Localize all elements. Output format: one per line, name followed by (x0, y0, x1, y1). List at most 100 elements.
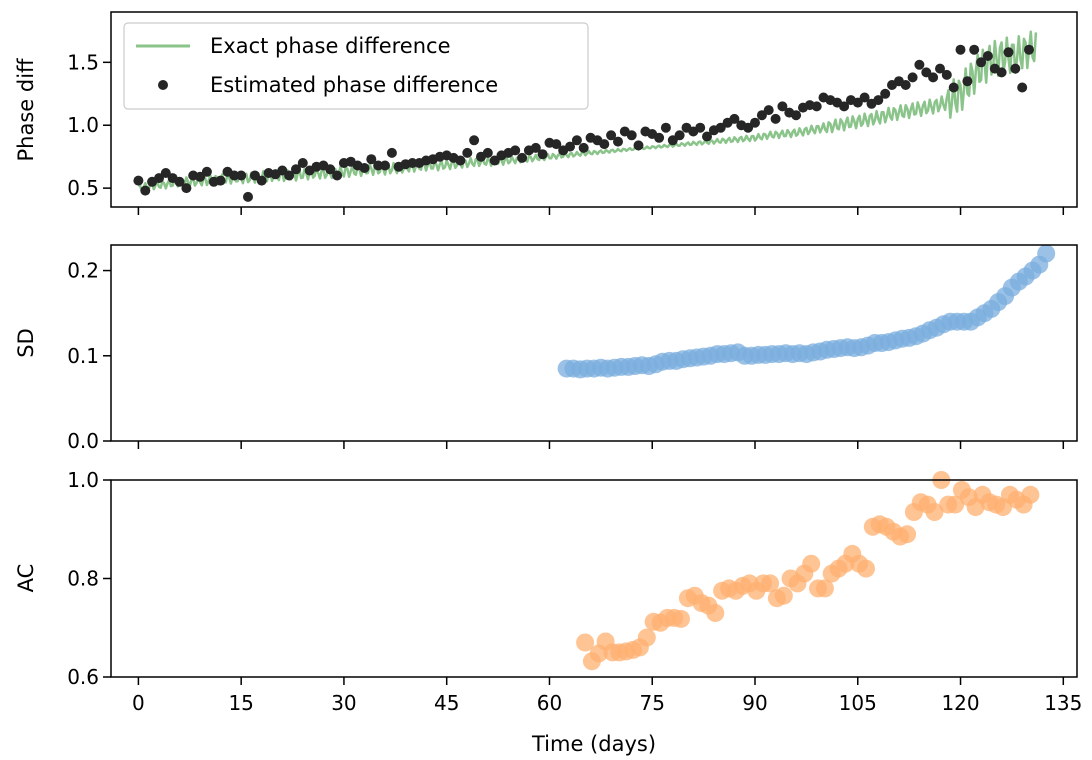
phase-point (626, 130, 637, 141)
phase-point (154, 173, 164, 184)
phase-point (873, 95, 884, 106)
phase-point (407, 158, 418, 168)
sd-plot-area (557, 244, 1056, 379)
phase-point (880, 88, 891, 99)
phase-point (859, 92, 870, 103)
ac-plot-area (576, 471, 1040, 671)
legend-label-exact: Exact phase difference (210, 34, 451, 58)
x-tick-label: 15 (228, 691, 253, 715)
phase-point (791, 110, 802, 121)
ac-point (774, 586, 793, 605)
phase-point (386, 147, 397, 158)
sd-axes-frame (110, 244, 1078, 442)
phase-point (133, 175, 144, 186)
sd-y-tick-label: 0.2 (67, 259, 99, 283)
phase-point (606, 130, 617, 141)
ac-point (815, 579, 834, 598)
ac-point (637, 628, 656, 647)
phase-point (962, 76, 973, 87)
phase-point (243, 191, 253, 202)
sd-panel: 0.0 0.1 0.2 SD (14, 244, 1078, 453)
phase-x-ticks (137, 207, 1065, 215)
phase-point (530, 142, 541, 153)
phase-point (482, 147, 493, 158)
ac-point (802, 554, 821, 573)
phase-point (599, 139, 610, 150)
phase-point (1024, 44, 1034, 55)
phase-point (900, 80, 911, 90)
phase-point (976, 57, 987, 68)
x-tick-label: 90 (742, 691, 767, 715)
phase-point (455, 155, 466, 166)
phase-point (948, 82, 959, 93)
phase-point (201, 166, 212, 177)
ac-point (857, 559, 875, 578)
phase-point (955, 44, 966, 55)
phase-panel: 0.5 1.0 1.5 Phase diff Exact phase differe… (14, 11, 1078, 215)
phase-y-ticks: 0.5 1.0 1.5 (67, 50, 111, 200)
x-tick-label: 45 (434, 691, 459, 715)
phase-point (935, 63, 945, 74)
phase-point (969, 44, 980, 55)
x-tick-label: 120 (941, 691, 979, 715)
phase-point (174, 176, 185, 187)
phase-y-tick-label: 1.5 (67, 50, 99, 74)
phase-point (763, 105, 774, 116)
sd-x-ticks (137, 441, 1065, 449)
phase-point (332, 170, 343, 181)
legend-label-estimated: Estimated phase difference (210, 73, 498, 97)
phase-point (1017, 82, 1028, 93)
phase-point (551, 139, 562, 150)
ac-point (761, 574, 780, 593)
ac-point (672, 609, 690, 628)
phase-point (743, 122, 754, 133)
legend-dot-swatch (158, 80, 168, 90)
x-tick-label: 60 (537, 691, 562, 715)
x-tick-label: 105 (839, 691, 877, 715)
phase-point (770, 113, 781, 124)
phase-y-tick-label: 1.0 (67, 113, 99, 137)
ac-panel: 0.6 0.8 1.0 0 15 30 45 60 75 90 105 120 135 AC Time… (14, 468, 1082, 756)
phase-point (469, 135, 480, 146)
phase-point (462, 147, 473, 158)
phase-point (366, 154, 377, 165)
phase-point (914, 59, 925, 70)
sd-y-tick-label: 0.0 (67, 429, 99, 453)
phase-point (181, 183, 192, 194)
ac-y-axis-label: AC (14, 564, 38, 593)
phase-point (702, 131, 712, 142)
sd-y-ticks: 0.0 0.1 0.2 (67, 259, 111, 453)
sd-y-axis-label: SD (14, 328, 38, 358)
x-tick-label: 30 (331, 691, 356, 715)
phase-point (571, 135, 582, 146)
phase-point (537, 149, 548, 160)
phase-point (578, 142, 589, 153)
phase-axes-frame (110, 11, 1078, 208)
phase-point (928, 72, 939, 83)
ac-point (1021, 485, 1040, 504)
ac-x-ticks: 0 15 30 45 60 75 90 105 120 135 (132, 677, 1082, 715)
phase-point (297, 158, 308, 168)
phase-point (996, 67, 1007, 78)
phase-plot-area (133, 30, 1038, 202)
phase-y-tick-label: 0.5 (67, 176, 99, 200)
x-tick-label: 75 (640, 691, 665, 715)
phase-point (660, 122, 671, 133)
x-tick-label: 135 (1044, 691, 1082, 715)
phase-point (729, 113, 740, 124)
phase-point (284, 170, 295, 181)
phase-point (489, 155, 500, 166)
phase-point (229, 170, 240, 181)
phase-point (249, 170, 260, 181)
phase-point (756, 110, 767, 121)
phase-point (236, 170, 247, 181)
phase-point (256, 175, 267, 186)
phase-point (715, 122, 726, 133)
phase-point (941, 69, 952, 80)
phase-point (654, 132, 665, 143)
phase-point (613, 136, 623, 147)
phase-point (160, 168, 171, 178)
sd-point (1037, 244, 1056, 263)
phase-legend: Exact phase difference Estimated phase d… (123, 22, 589, 110)
